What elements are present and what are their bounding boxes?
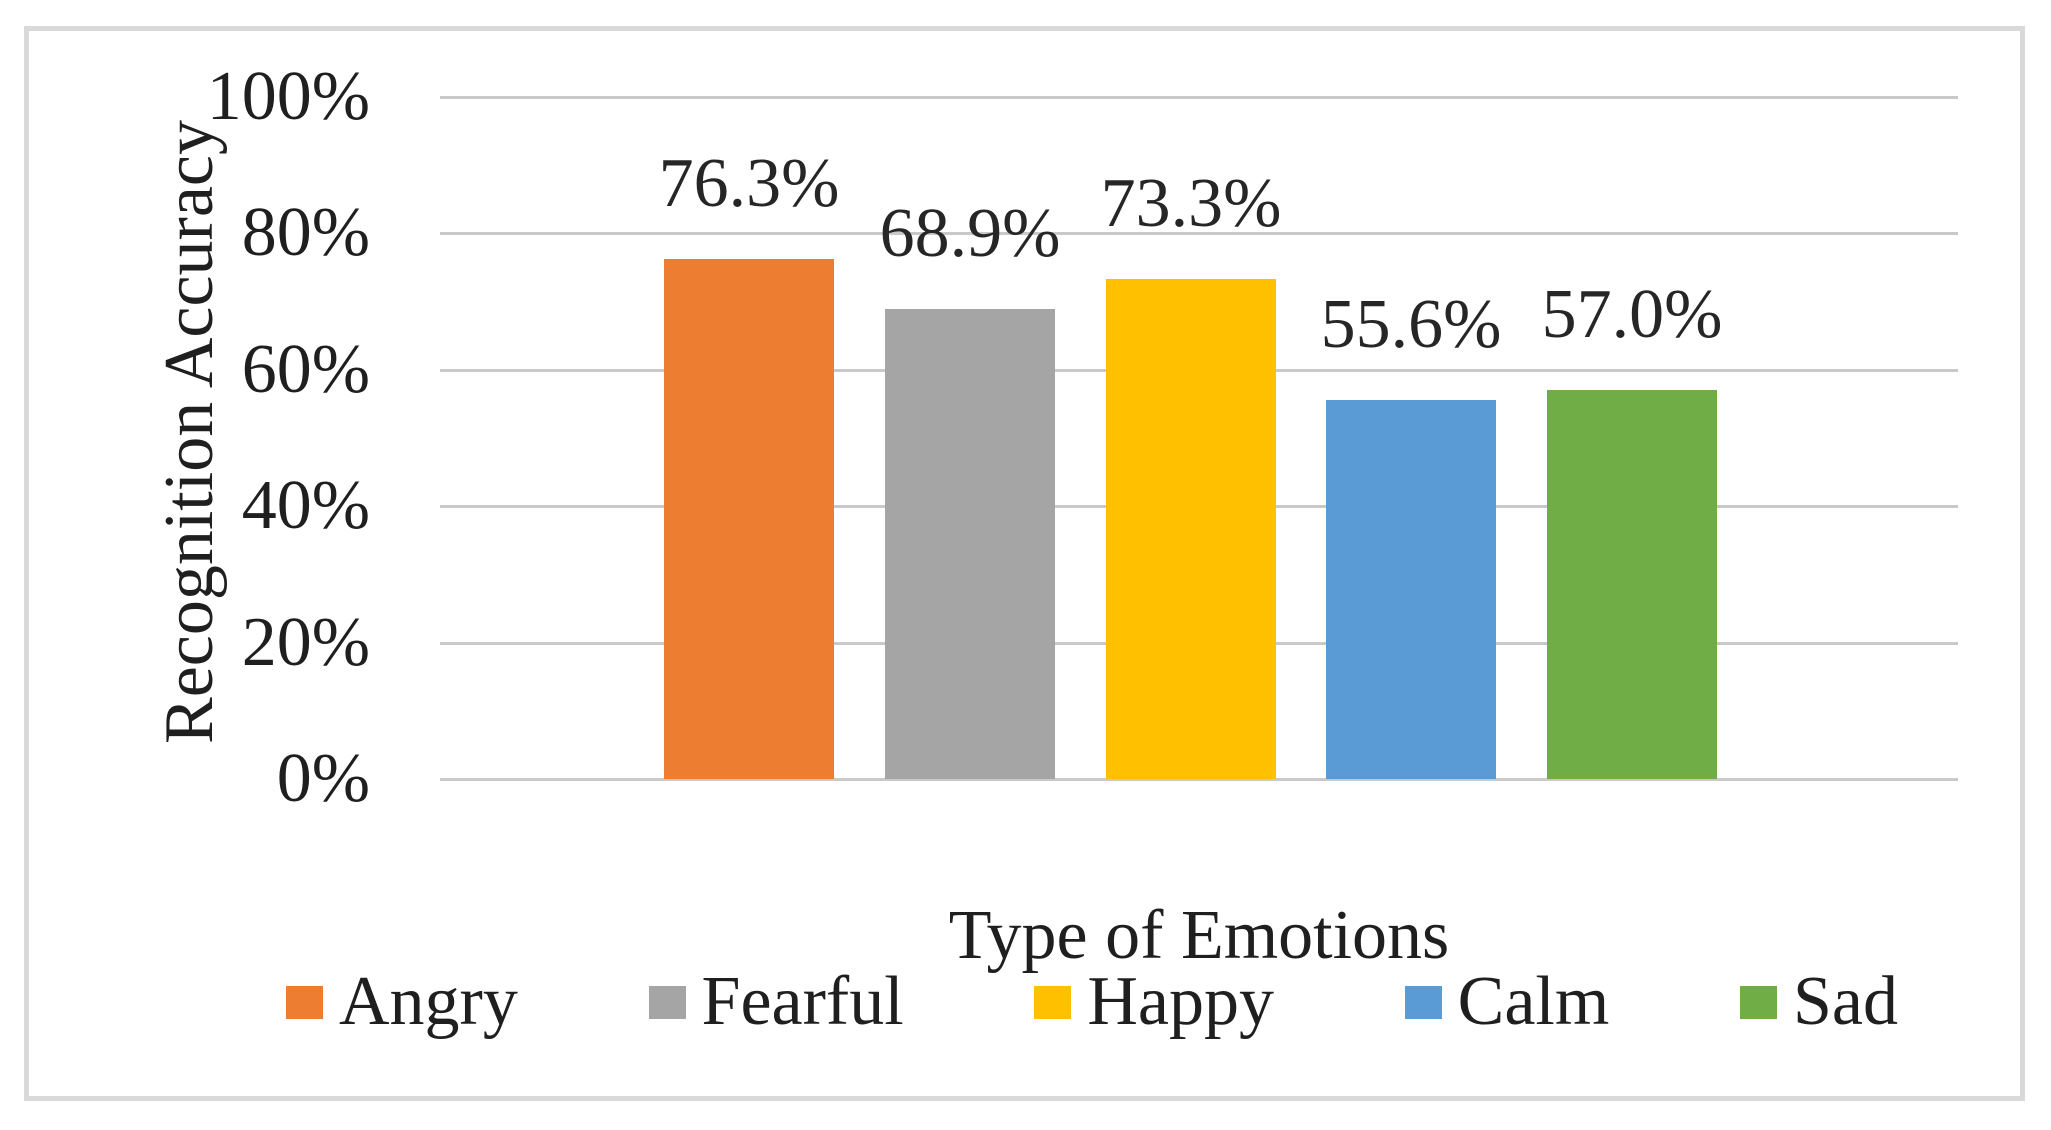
bar-value-label-calm: 55.6% bbox=[1320, 286, 1502, 363]
y-tick-label-80: 80% bbox=[241, 194, 370, 271]
legend-swatch-calm bbox=[1404, 985, 1442, 1019]
plot-area: 76.3% 68.9% 73.3% 55.6% 57.0% bbox=[440, 96, 1958, 781]
y-tick-label-0: 0% bbox=[276, 740, 370, 817]
legend-item-happy: Happy bbox=[1034, 965, 1274, 1039]
legend-swatch-happy bbox=[1034, 985, 1072, 1019]
bar-value-label-sad: 57.0% bbox=[1541, 276, 1723, 353]
bar-value-label-angry: 76.3% bbox=[658, 145, 840, 222]
legend-label-calm: Calm bbox=[1457, 963, 1610, 1040]
legend-item-calm: Calm bbox=[1404, 963, 1610, 1040]
legend-label-happy: Happy bbox=[1087, 963, 1274, 1040]
legend-item-fearful: Fearful bbox=[648, 963, 904, 1040]
legend-swatch-sad bbox=[1739, 985, 1777, 1019]
legend-label-angry: Angry bbox=[339, 963, 518, 1040]
legend-label-sad: Sad bbox=[1792, 963, 1898, 1040]
x-axis-title: Type of Emotions bbox=[948, 897, 1450, 974]
bar-calm bbox=[1326, 400, 1496, 779]
y-tick-label-100: 100% bbox=[206, 58, 370, 135]
legend-item-angry: Angry bbox=[286, 965, 518, 1039]
bar-angry bbox=[664, 259, 834, 779]
legend-label-fearful: Fearful bbox=[701, 963, 904, 1040]
bar-fearful bbox=[885, 309, 1055, 779]
gridline-80 bbox=[440, 232, 1958, 235]
bar-value-label-fearful: 68.9% bbox=[879, 195, 1061, 272]
legend-item-sad: Sad bbox=[1739, 963, 1898, 1040]
bar-happy bbox=[1106, 279, 1276, 779]
y-tick-label-20: 20% bbox=[241, 604, 370, 681]
legend-swatch-angry bbox=[286, 985, 323, 1019]
y-tick-label-60: 60% bbox=[241, 331, 370, 408]
gridline-100 bbox=[440, 96, 1958, 99]
legend-swatch-fearful bbox=[648, 985, 686, 1019]
y-tick-label-40: 40% bbox=[241, 467, 370, 544]
gridline-0 bbox=[440, 778, 1958, 781]
y-axis-title: Recognition Accuracy bbox=[151, 120, 228, 744]
legend: Angry Fearful Happy Calm Sad bbox=[286, 962, 1898, 1042]
bar-sad bbox=[1547, 390, 1717, 779]
bar-value-label-happy: 73.3% bbox=[1100, 165, 1282, 242]
